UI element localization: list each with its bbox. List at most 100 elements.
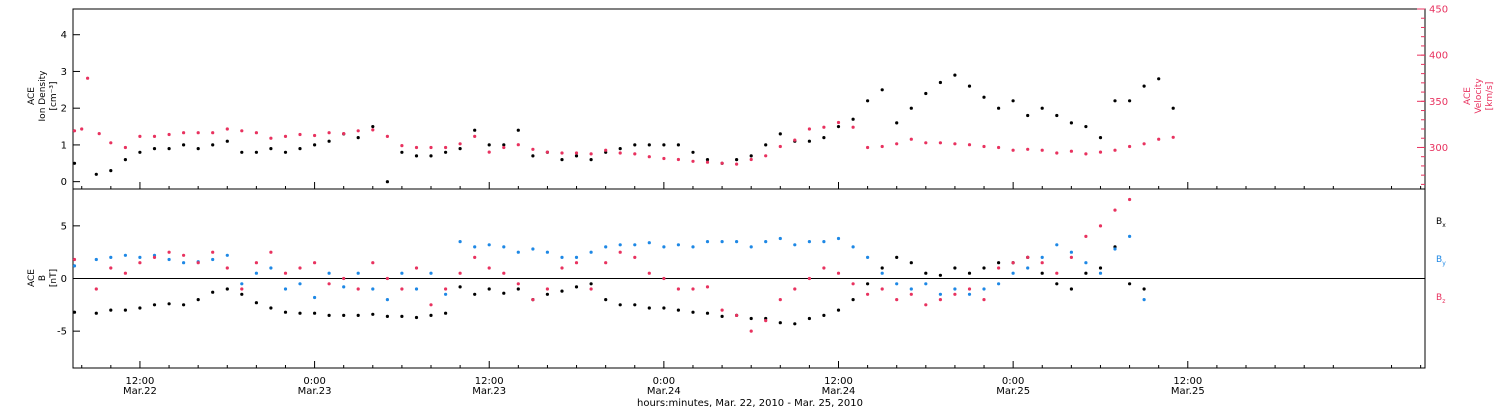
velocity-point-22: [371, 128, 375, 132]
by-point-31: [531, 247, 535, 251]
bx-point-19: [356, 313, 360, 317]
density-point-24: [429, 154, 433, 158]
bx-point-23: [414, 315, 419, 320]
bz-point-66: [1040, 261, 1044, 265]
bz-point-25: [444, 287, 448, 291]
density-point-3: [123, 158, 127, 162]
bz-point-34: [574, 261, 579, 265]
bx-point-36: [604, 298, 608, 302]
velocity-point-9: [182, 131, 186, 135]
velocity-point-42: [662, 156, 666, 161]
bx-point-55: [880, 266, 884, 270]
x-tick-date-5: Mar.25: [996, 386, 1030, 397]
density-point-16: [313, 143, 317, 147]
by-point-64: [1011, 271, 1015, 275]
velocity-tick-label-2: 400: [1429, 51, 1448, 62]
by-point-11: [240, 282, 244, 286]
density-point-72: [1128, 99, 1132, 103]
by-point-18: [342, 285, 346, 289]
velocity-point-48: [749, 157, 753, 162]
density-point-62: [982, 95, 986, 99]
velocity-point-26: [429, 145, 433, 150]
bx-point-24: [429, 313, 433, 317]
by-point-63: [997, 282, 1001, 286]
by-point-57: [909, 287, 913, 291]
density-point-14: [283, 150, 288, 154]
x-axis-title: hours:minutes, Mar. 22, 2010 - Mar. 25, …: [637, 398, 863, 409]
bx-point-21: [385, 314, 389, 318]
bx-point-60: [953, 266, 957, 270]
bx-point-67: [1055, 282, 1059, 286]
velocity-point-34: [545, 150, 550, 154]
by-point-65: [1026, 266, 1030, 270]
velocity-point-45: [705, 160, 710, 164]
density-point-12: [254, 150, 258, 154]
velocity-point-51: [793, 138, 797, 142]
velocity-point-63: [967, 143, 972, 147]
velocity-tick-label-0: 300: [1429, 143, 1448, 154]
by-point-40: [662, 245, 666, 249]
density-point-65: [1026, 113, 1030, 118]
bz-point-0: [72, 257, 77, 262]
by-point-37: [618, 243, 622, 247]
velocity-point-57: [880, 144, 884, 149]
by-point-50: [807, 240, 812, 244]
velocity-point-44: [691, 159, 695, 163]
velocity-point-55: [851, 125, 855, 129]
density-tick-label-0: 0: [61, 177, 67, 188]
density-point-25: [444, 150, 448, 154]
bx-point-70: [1098, 266, 1103, 270]
bx-point-59: [938, 273, 943, 277]
by-point-32: [545, 250, 550, 254]
by-point-16: [313, 295, 317, 300]
bx-point-56: [895, 255, 899, 259]
by-point-61: [967, 292, 972, 296]
velocity-point-24: [400, 144, 404, 148]
bx-point-50: [807, 316, 812, 321]
velocity-point-76: [1157, 137, 1161, 141]
bx-point-35: [589, 282, 593, 286]
bz-point-70: [1098, 224, 1103, 228]
density-tick-label-1: 1: [61, 140, 67, 151]
bx-point-13: [269, 306, 273, 310]
by-point-34: [574, 255, 579, 259]
by-point-69: [1084, 261, 1088, 265]
velocity-point-0: [72, 129, 77, 133]
by-point-26: [458, 240, 462, 244]
by-point-36: [604, 245, 608, 249]
bx-point-61: [967, 271, 972, 275]
by-point-3: [123, 253, 127, 257]
bx-point-69: [1084, 271, 1088, 275]
by-point-14: [283, 287, 288, 291]
density-point-31: [531, 154, 535, 158]
field-axis-label-line2: B: [38, 275, 48, 281]
density-point-67: [1055, 113, 1059, 118]
velocity-point-25: [414, 145, 419, 150]
by-point-24: [429, 271, 433, 275]
bx-point-2: [109, 308, 113, 312]
velocity-point-70: [1069, 149, 1073, 153]
velocity-point-56: [866, 145, 870, 150]
velocity-point-4: [109, 141, 113, 145]
bz-point-35: [589, 287, 593, 291]
bx-point-40: [662, 306, 666, 310]
density-tick-label-2: 2: [61, 104, 67, 115]
bz-point-7: [182, 253, 186, 257]
by-point-38: [633, 243, 637, 247]
velocity-point-33: [531, 147, 535, 151]
bz-point-13: [269, 250, 273, 254]
bz-point-39: [647, 271, 651, 275]
bx-point-17: [327, 313, 331, 317]
velocity-point-11: [211, 131, 215, 135]
bz-point-23: [414, 266, 419, 270]
density-point-34: [574, 154, 579, 158]
density-point-10: [225, 139, 229, 143]
svg-text:Bz: Bz: [1436, 293, 1445, 305]
bz-point-47: [764, 319, 768, 323]
density-point-51: [822, 136, 826, 140]
velocity-point-13: [240, 129, 244, 133]
density-point-28: [487, 143, 491, 147]
by-point-4: [138, 255, 142, 259]
velocity-point-75: [1142, 142, 1146, 146]
density-point-13: [269, 147, 273, 151]
